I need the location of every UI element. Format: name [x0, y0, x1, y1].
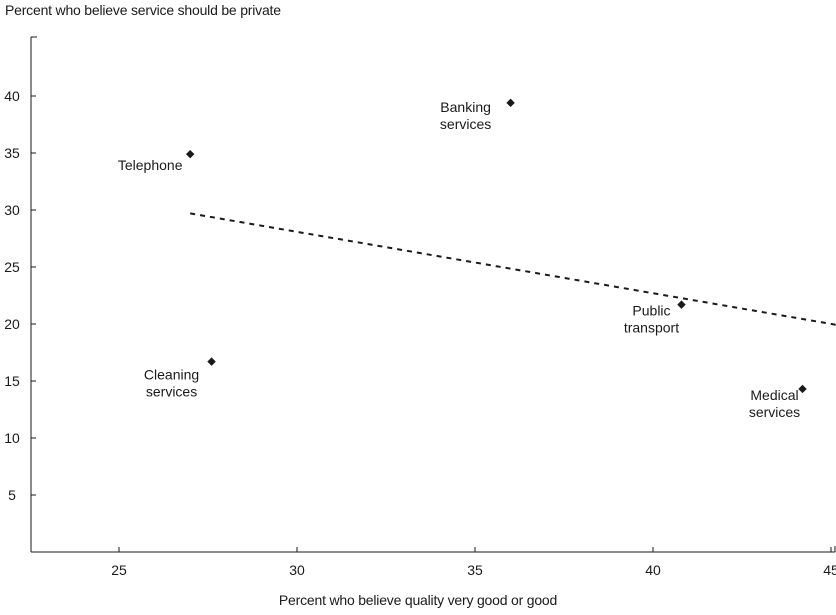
x-axis-title: Percent who believe quality very good or…	[278, 592, 558, 608]
y-tick-label: 30	[4, 202, 20, 218]
data-point	[506, 98, 515, 108]
data-point	[798, 384, 807, 394]
data-point	[677, 300, 686, 309]
x-tick-label: 45	[823, 562, 836, 578]
point-label: Cleaning services	[144, 367, 199, 400]
point-label: Public transport	[624, 303, 679, 336]
y-axis-title: Percent who believe service should be pr…	[5, 2, 281, 18]
x-tick-label: 35	[467, 562, 483, 578]
point-label: Banking services	[440, 99, 491, 132]
point-label: Telephone	[118, 157, 183, 173]
data-point	[207, 357, 216, 366]
y-tick-label: 25	[4, 259, 20, 275]
x-tick-label: 40	[645, 562, 661, 578]
y-tick-label: 10	[4, 430, 20, 446]
y-tick-label: 35	[4, 145, 20, 161]
x-tick-label: 30	[289, 562, 305, 578]
data-point	[186, 149, 195, 159]
y-tick-label: 5	[8, 487, 16, 503]
y-tick-label: 20	[4, 316, 20, 332]
y-tick-label: 15	[4, 373, 20, 389]
trend-line	[190, 212, 836, 326]
y-tick-label: 40	[4, 88, 20, 104]
x-tick-label: 25	[111, 562, 127, 578]
point-label: Medical services	[749, 387, 800, 420]
scatter-chart: 5101520253035402530354045505560Telephone…	[4, 36, 836, 578]
